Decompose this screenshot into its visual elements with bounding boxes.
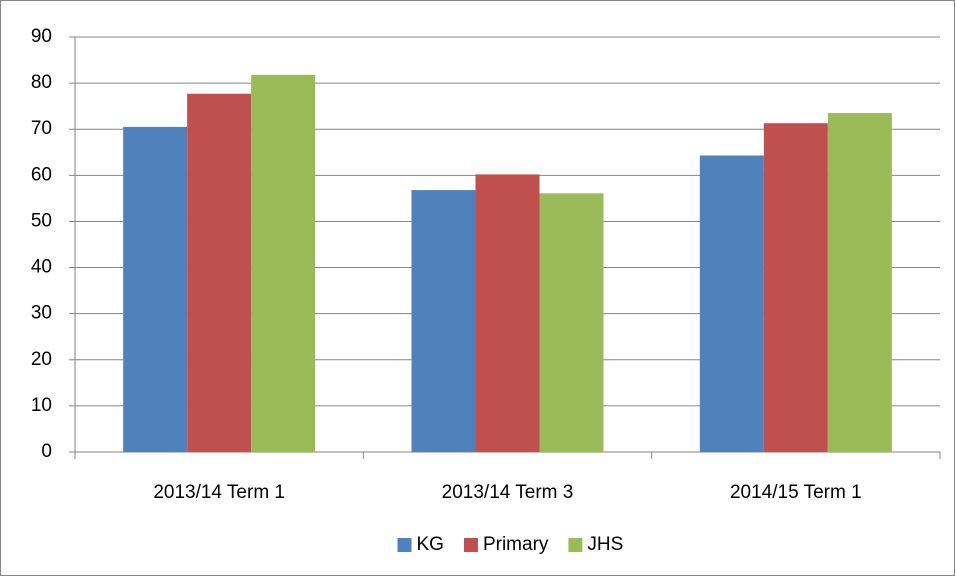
legend-swatch (397, 538, 412, 552)
legend-label: JHS (587, 534, 623, 555)
x-tick-label: 2014/15 Term 1 (730, 482, 862, 503)
bar (187, 93, 252, 452)
legend-label: KG (417, 534, 444, 555)
legend-label: Primary (483, 534, 549, 555)
y-tick-label: 0 (41, 441, 52, 462)
bar (539, 193, 604, 453)
y-tick-label: 50 (31, 210, 52, 231)
bar (411, 190, 476, 453)
legend-swatch (568, 538, 583, 552)
y-tick-label: 80 (31, 72, 52, 93)
bar (763, 123, 828, 452)
y-tick-label: 90 (31, 26, 52, 47)
bar (475, 174, 540, 452)
bar (251, 74, 316, 453)
y-tick-label: 40 (31, 257, 52, 278)
y-tick-label: 30 (31, 303, 52, 324)
bar (123, 126, 188, 453)
y-tick-label: 10 (31, 395, 52, 416)
legend-swatch (463, 538, 478, 552)
x-tick-label: 2013/14 Term 3 (442, 482, 574, 503)
bar (827, 113, 892, 452)
x-tick-label: 2013/14 Term 1 (153, 482, 285, 503)
bar (699, 155, 764, 452)
y-tick-label: 60 (31, 164, 52, 185)
y-tick-label: 70 (31, 118, 52, 139)
y-tick-label: 20 (31, 349, 52, 370)
